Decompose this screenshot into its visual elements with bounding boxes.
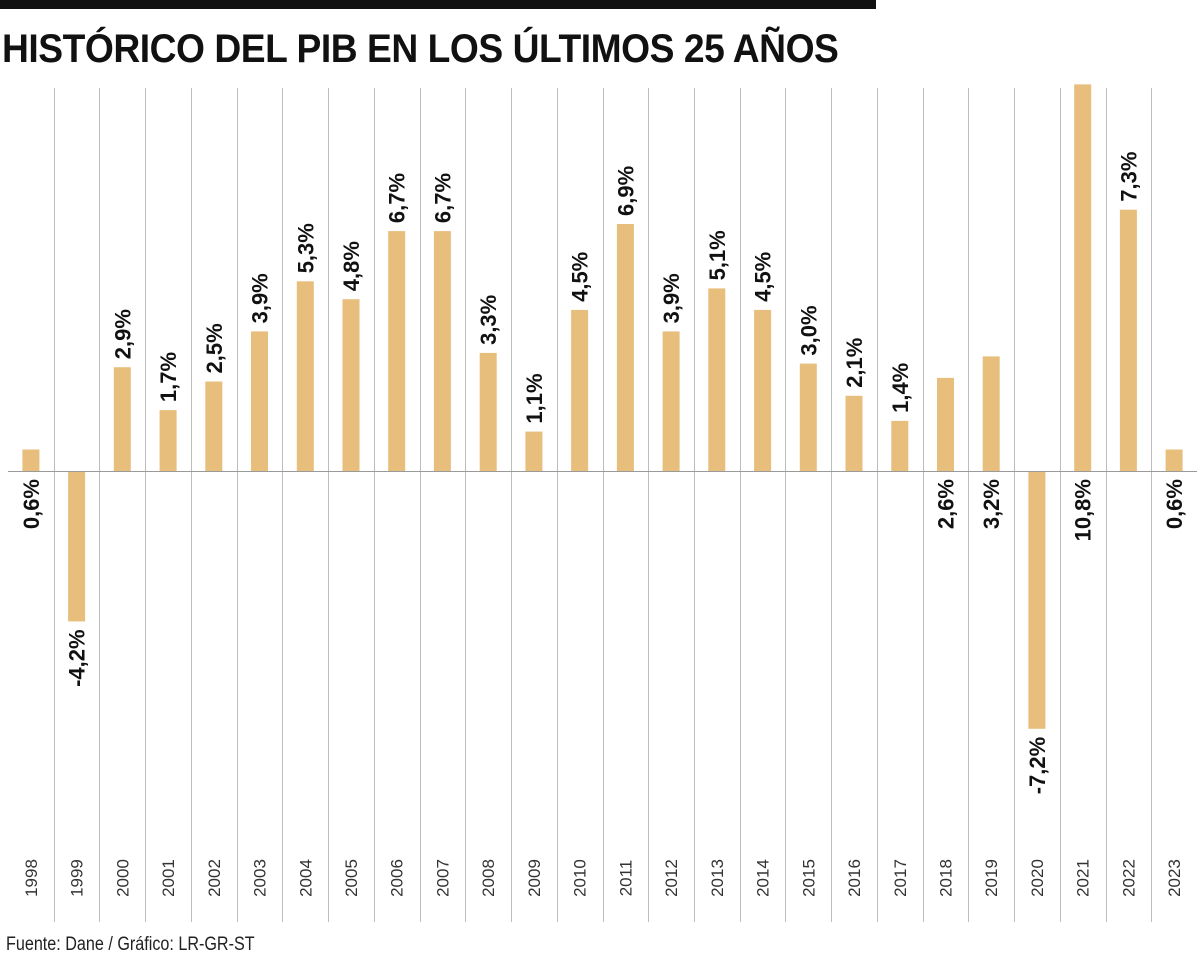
bar-2005 — [342, 299, 360, 471]
value-label-2016: 2,1% — [842, 338, 867, 388]
year-label-2018: 2018 — [937, 859, 956, 897]
year-label-2009: 2009 — [525, 859, 544, 897]
year-label-2017: 2017 — [891, 859, 910, 897]
value-label-2005: 4,8% — [339, 241, 364, 291]
bar-2016 — [845, 395, 863, 471]
year-label-2008: 2008 — [479, 859, 498, 897]
bar-2017 — [891, 420, 909, 471]
year-label-2005: 2005 — [342, 859, 361, 897]
bar-2011 — [616, 224, 634, 471]
value-labels: 0,6% -4,2% 2,9% 1,7% 2,5% 3,9% 5,3% 4,8% 6,7% 6,7… — [19, 152, 1187, 795]
year-label-2001: 2001 — [159, 859, 178, 897]
year-label-2012: 2012 — [662, 859, 681, 897]
value-label-2020: -7,2% — [1025, 737, 1050, 794]
year-label-2019: 2019 — [982, 859, 1001, 897]
value-label-2019: 3,2% — [979, 479, 1004, 529]
year-label-2000: 2000 — [113, 859, 132, 897]
bar-2007 — [433, 231, 451, 471]
chart-title: HISTÓRICO DEL PIB EN LOS ÚLTIMOS 25 AÑOS — [2, 27, 839, 71]
value-label-2014: 4,5% — [751, 252, 776, 302]
year-label-2011: 2011 — [616, 860, 635, 897]
year-label-2006: 2006 — [388, 859, 407, 897]
bar-2012 — [662, 331, 680, 471]
bars — [22, 84, 1183, 729]
value-label-2009: 1,1% — [522, 373, 547, 423]
bar-2010 — [571, 309, 589, 471]
year-label-2003: 2003 — [251, 859, 270, 897]
bar-2003 — [251, 331, 268, 471]
year-label-2014: 2014 — [754, 859, 773, 897]
bar-2019 — [982, 356, 1000, 471]
year-label-2023: 2023 — [1165, 859, 1184, 897]
value-label-2012: 3,9% — [659, 273, 684, 323]
year-label-2020: 2020 — [1028, 859, 1047, 897]
year-label-2016: 2016 — [845, 859, 864, 897]
bar-1999 — [68, 471, 86, 622]
year-label-1999: 1999 — [68, 859, 87, 897]
value-label-1999: -4,2% — [65, 629, 90, 686]
value-label-2021: 10,8% — [1071, 479, 1096, 541]
value-label-2015: 3,0% — [796, 305, 821, 355]
value-label-2010: 4,5% — [568, 252, 593, 302]
value-label-2004: 5,3% — [293, 223, 318, 273]
value-label-2003: 3,9% — [248, 273, 273, 323]
value-label-2001: 1,7% — [156, 352, 181, 402]
bar-2018 — [937, 377, 954, 471]
year-label-1998: 1998 — [22, 859, 41, 897]
source-note: Fuente: Dane / Gráfico: LR-GR-ST — [6, 934, 255, 955]
year-label-2022: 2022 — [1119, 859, 1138, 897]
year-tick-labels: 1998 1999 2000 2001 2002 2003 2004 2005 2006 2007… — [22, 859, 1184, 897]
value-label-2008: 3,3% — [476, 295, 501, 345]
bar-2009 — [525, 431, 543, 471]
year-label-2007: 2007 — [433, 859, 452, 897]
bar-2023 — [1165, 449, 1183, 471]
bar-2000 — [113, 367, 131, 471]
value-label-2006: 6,7% — [385, 173, 410, 223]
bar-2022 — [1119, 209, 1137, 471]
bar-2020 — [1028, 471, 1046, 729]
value-label-2000: 2,9% — [110, 309, 135, 359]
bar-2013 — [708, 288, 726, 471]
value-label-2022: 7,3% — [1116, 152, 1141, 202]
bar-2015 — [799, 363, 817, 471]
value-label-2013: 5,1% — [705, 230, 730, 280]
year-label-2002: 2002 — [205, 859, 224, 897]
year-label-2015: 2015 — [799, 859, 818, 897]
value-label-2018: 2,6% — [934, 479, 959, 529]
bar-2001 — [159, 410, 177, 471]
value-label-2002: 2,5% — [202, 323, 227, 373]
value-label-1998: 0,6% — [19, 479, 44, 529]
bar-2006 — [388, 231, 406, 471]
bar-2008 — [479, 352, 497, 471]
bar-2004 — [296, 281, 314, 471]
title-top-rule — [0, 0, 876, 9]
value-label-2017: 1,4% — [888, 363, 913, 413]
value-label-2007: 6,7% — [430, 173, 455, 223]
year-label-2004: 2004 — [296, 859, 315, 897]
year-label-2021: 2021 — [1074, 859, 1093, 897]
grid-lines — [54, 88, 1152, 922]
bar-2021 — [1074, 84, 1092, 472]
year-label-2013: 2013 — [708, 859, 727, 897]
bar-1998 — [22, 449, 40, 471]
value-label-2023: 0,6% — [1162, 479, 1187, 529]
year-label-2010: 2010 — [571, 859, 590, 897]
value-label-2011: 6,9% — [613, 166, 638, 216]
bar-2002 — [205, 381, 223, 471]
bar-2014 — [754, 309, 772, 471]
